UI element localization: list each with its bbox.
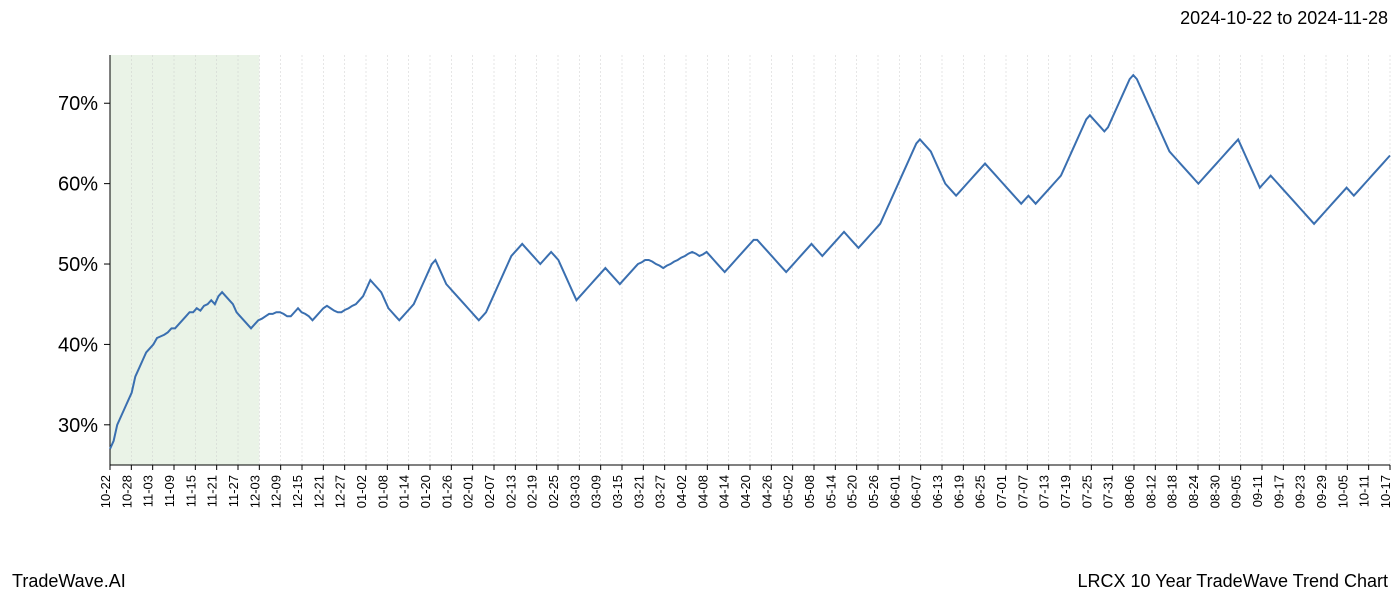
x-tick-label: 06-13 [930, 475, 945, 508]
x-tick-label: 07-13 [1037, 475, 1052, 508]
x-tick-label: 05-20 [845, 475, 860, 508]
x-tick-label: 08-18 [1165, 475, 1180, 508]
x-tick-label: 06-19 [951, 475, 966, 508]
x-tick-label: 10-05 [1335, 475, 1350, 508]
x-tick-label: 01-08 [375, 475, 390, 508]
x-tick-label: 05-08 [802, 475, 817, 508]
x-tick-label: 08-12 [1143, 475, 1158, 508]
x-tick-label: 05-26 [866, 475, 881, 508]
x-tick-label: 01-14 [397, 475, 412, 508]
y-tick-label: 70% [58, 93, 98, 115]
x-tick-label: 10-22 [98, 475, 113, 508]
x-tick-label: 06-07 [909, 475, 924, 508]
x-tick-label: 04-02 [674, 475, 689, 508]
x-tick-label: 02-13 [503, 475, 518, 508]
y-tick-label: 40% [58, 334, 98, 356]
x-tick-label: 05-02 [781, 475, 796, 508]
x-tick-label: 06-25 [973, 475, 988, 508]
x-tick-label: 10-28 [119, 475, 134, 508]
x-tick-label: 03-09 [589, 475, 604, 508]
x-tick-label: 07-31 [1101, 475, 1116, 508]
x-tick-label: 08-06 [1122, 475, 1137, 508]
x-tick-label: 12-21 [311, 475, 326, 508]
attribution-label: TradeWave.AI [12, 571, 126, 592]
x-tick-label: 01-02 [354, 475, 369, 508]
x-tick-label: 11-27 [226, 475, 241, 507]
x-tick-label: 03-27 [653, 475, 668, 508]
date-range-label: 2024-10-22 to 2024-11-28 [1180, 8, 1388, 29]
x-tick-label: 09-29 [1314, 475, 1329, 508]
x-tick-label: 03-21 [631, 475, 646, 508]
x-tick-label: 01-26 [439, 475, 454, 508]
x-tick-label: 12-27 [333, 475, 348, 508]
chart-title-label: LRCX 10 Year TradeWave Trend Chart [1078, 571, 1389, 592]
x-tick-label: 11-15 [183, 475, 198, 507]
x-tick-label: 12-09 [269, 475, 284, 508]
x-tick-label: 03-15 [610, 475, 625, 508]
x-tick-label: 07-01 [994, 475, 1009, 508]
chart-container: 2024-10-22 to 2024-11-28 TradeWave.AI LR… [0, 0, 1400, 600]
x-tick-label: 11-21 [205, 475, 220, 507]
x-tick-label: 04-26 [759, 475, 774, 508]
x-tick-label: 11-09 [162, 475, 177, 507]
trend-chart: 30% 40% 50% 60% 70% 10-22 10-28 11-03 11-09 11-15… [0, 0, 1400, 600]
x-tick-label: 02-01 [461, 475, 476, 508]
x-tick-label: 08-30 [1207, 475, 1222, 508]
x-tick-label: 05-14 [823, 475, 838, 508]
x-tick-label: 08-24 [1186, 475, 1201, 508]
x-tick-label: 12-15 [290, 475, 305, 508]
x-tick-label: 12-03 [247, 475, 262, 508]
x-tick-label: 04-14 [717, 475, 732, 508]
x-tick-label: 09-05 [1229, 475, 1244, 508]
x-tick-label: 02-19 [525, 475, 540, 508]
x-tick-label: 02-07 [482, 475, 497, 508]
x-tick-label: 06-01 [887, 475, 902, 508]
x-tick-label: 03-03 [567, 475, 582, 508]
x-tick-label: 02-25 [546, 475, 561, 508]
y-tick-label: 30% [58, 415, 98, 437]
x-tick-label: 09-17 [1271, 475, 1286, 508]
y-tick-label: 50% [58, 254, 98, 276]
x-tick-label: 01-20 [418, 475, 433, 508]
x-tick-label: 10-11 [1357, 475, 1372, 507]
x-tick-label: 07-19 [1058, 475, 1073, 508]
x-tick-label: 10-17 [1378, 475, 1393, 508]
y-tick-label: 60% [58, 174, 98, 196]
x-tick-label: 07-07 [1015, 475, 1030, 508]
x-tick-label: 09-11 [1250, 475, 1265, 507]
x-tick-label: 04-08 [695, 475, 710, 508]
x-tick-label: 09-23 [1293, 475, 1308, 508]
highlight-band [110, 55, 259, 465]
x-tick-label: 04-20 [738, 475, 753, 508]
x-tick-label: 11-03 [141, 475, 156, 507]
x-tick-label: 07-25 [1079, 475, 1094, 508]
